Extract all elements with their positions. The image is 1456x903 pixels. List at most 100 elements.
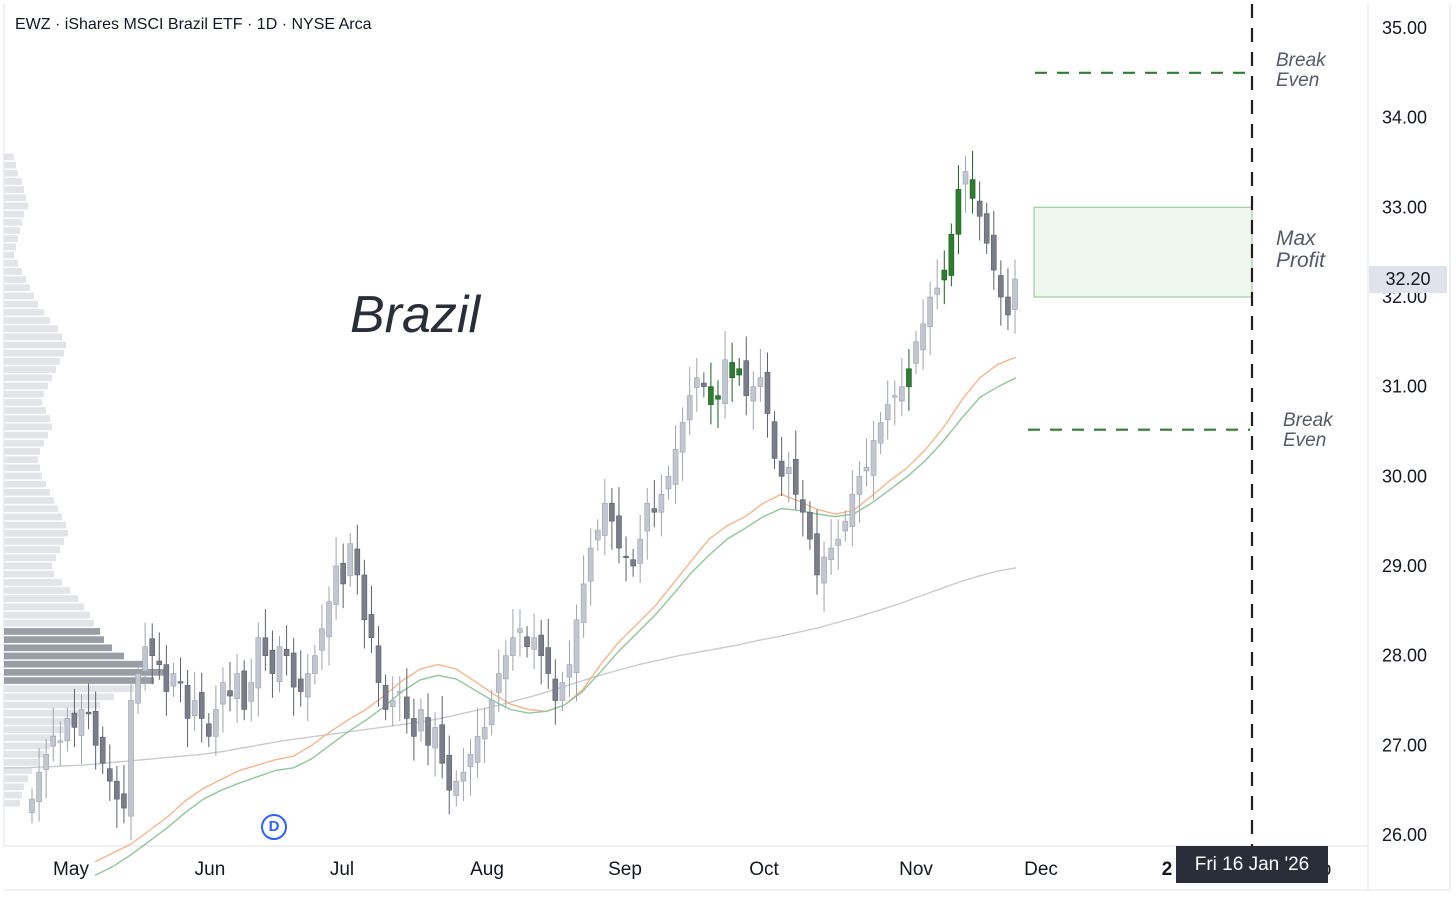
candle-body: [800, 499, 806, 513]
candle-body: [191, 700, 198, 717]
candle-body: [241, 670, 247, 710]
volume-profile-bar: [4, 521, 66, 529]
candle-body: [835, 538, 842, 546]
volume-profile-bar: [4, 693, 114, 701]
candle-body: [736, 368, 742, 376]
volume-profile-bar: [4, 644, 112, 652]
volume-profile-bar: [4, 325, 58, 333]
candle-body: [290, 652, 297, 688]
max-profit-zone: [1033, 206, 1253, 298]
volume-profile-bar: [4, 210, 24, 218]
candle-body: [948, 233, 955, 276]
candle-body: [198, 692, 205, 719]
volume-profile-bar: [4, 349, 64, 357]
volume-profile-bar: [4, 513, 62, 521]
candle-body: [750, 386, 757, 402]
y-tick-label: 26.00: [1382, 825, 1427, 845]
candle-body: [701, 382, 707, 387]
volume-profile-bar: [4, 333, 62, 341]
volume-profile-bar: [4, 660, 144, 668]
volume-profile-bar: [4, 341, 66, 349]
candle-body: [474, 736, 481, 763]
candle-body: [382, 684, 389, 710]
volume-profile-bar: [4, 480, 46, 488]
candle-body: [1005, 296, 1011, 316]
volume-profile-bar: [4, 472, 42, 480]
axes: 35.0034.0033.0032.0031.0030.0029.0028.00…: [53, 18, 1427, 880]
candle-body: [99, 736, 106, 764]
strategy-overlay: [1028, 4, 1254, 846]
volume-profile-bar: [4, 431, 48, 439]
candle-body: [78, 709, 85, 736]
max-profit-line1: Max: [1276, 227, 1316, 250]
candle-body: [863, 467, 870, 472]
candle-body: [566, 664, 573, 678]
candle-body: [319, 628, 325, 651]
candle-body: [234, 673, 240, 700]
candle-body: [29, 798, 35, 813]
candle-body: [269, 649, 276, 674]
volume-profile-bar: [4, 243, 16, 251]
dividend-marker[interactable]: D: [261, 814, 287, 840]
candle-body: [305, 673, 311, 698]
candle-body: [220, 682, 226, 705]
candle-body: [283, 649, 290, 656]
candle-body: [128, 700, 134, 817]
candle-body: [616, 515, 622, 549]
volume-profile-bar: [4, 194, 26, 202]
volume-profile-bar: [4, 374, 52, 382]
x-tick-label: Jul: [330, 859, 354, 880]
candle-body: [870, 440, 877, 476]
candle-body: [913, 341, 919, 364]
volume-profile-bar: [4, 734, 56, 742]
volume-profile-bar: [4, 783, 24, 791]
candle-body: [142, 646, 148, 672]
candle-body: [43, 753, 49, 770]
candle-body: [531, 637, 537, 650]
y-tick-label: 30.00: [1382, 466, 1427, 486]
candle-body: [587, 547, 594, 582]
candle-body: [538, 634, 544, 656]
candle-body: [57, 740, 64, 743]
candle-body: [559, 682, 566, 701]
candle-body: [573, 619, 580, 674]
candle-body: [177, 681, 184, 684]
candle-body: [411, 718, 417, 737]
y-tick-label: 28.00: [1382, 646, 1427, 666]
candle-body: [693, 377, 700, 388]
candle-body: [396, 691, 403, 694]
last-price-tag: 32.20: [1369, 266, 1447, 293]
candle-body: [580, 583, 587, 623]
candle-body: [156, 660, 163, 665]
candle-body: [651, 508, 658, 513]
volume-profile-bar: [4, 186, 24, 193]
volume-profile-bar: [4, 685, 134, 693]
volume-profile-bar: [4, 677, 154, 684]
candle-body: [347, 543, 354, 577]
break-even-lower-line1: Break: [1283, 410, 1333, 431]
candle-body: [453, 780, 460, 796]
candle-body: [998, 275, 1004, 298]
volume-profile-bar: [4, 415, 50, 423]
volume-profile-bar: [4, 775, 28, 783]
break-even-upper-label: Break Even: [1276, 51, 1356, 91]
x-tick-label: Jun: [195, 859, 226, 880]
x-tick-label: Nov: [899, 859, 933, 880]
volume-profile: [4, 153, 164, 807]
candle-body: [354, 548, 361, 576]
ema-long-line: [94, 377, 1017, 877]
candle-body: [771, 421, 778, 459]
volume-profile-bar: [4, 292, 34, 300]
candle-body: [594, 529, 601, 541]
candle-body: [503, 655, 509, 680]
candle-body: [672, 449, 679, 485]
candle-body: [85, 711, 92, 715]
x-tick-label: Sep: [608, 859, 642, 880]
volume-profile-bar: [4, 300, 38, 308]
candle-body: [545, 647, 552, 674]
volume-profile-bar: [4, 505, 58, 513]
candle-body: [333, 565, 339, 605]
volume-profile-bar: [4, 178, 22, 185]
candle-body: [135, 673, 141, 704]
volume-profile-bar: [4, 554, 56, 562]
